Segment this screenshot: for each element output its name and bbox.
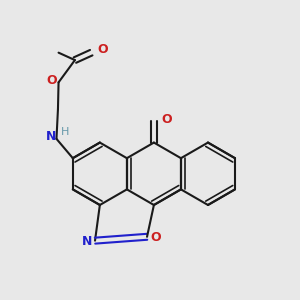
Text: N: N [82,235,92,248]
Text: O: O [97,43,108,56]
Text: O: O [151,232,161,244]
Text: N: N [46,130,56,143]
Text: H: H [61,127,69,137]
Text: O: O [161,113,172,126]
Text: O: O [47,74,57,87]
